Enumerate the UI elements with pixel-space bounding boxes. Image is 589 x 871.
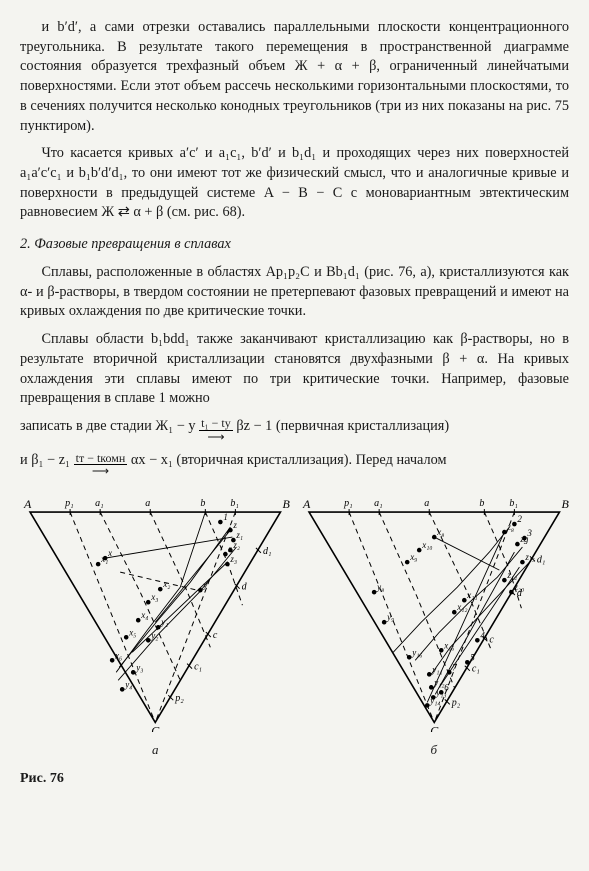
para-2: Что касается кривых a′c′ и a₁c₁, b′d′ и … [20, 144, 569, 223]
svg-text:b: b [200, 498, 205, 509]
figure-76b: ABCp₁a₁abb₁d₁dcc₁p₂x₈x₁₀x₉x₁₁x₁₂x₁₆y₈y₉y… [299, 492, 570, 759]
svg-text:a₁: a₁ [95, 498, 103, 509]
para-4c: и β₁ − z₁ tт − tкомн ⟶ αx − x₁ (вторична… [20, 451, 569, 477]
svg-text:x₁₁: x₁₁ [466, 590, 477, 600]
diagram-b: ABCp₁a₁abb₁d₁dcc₁p₂x₈x₁₀x₉x₁₁x₁₂x₁₆y₈y₉y… [299, 492, 570, 732]
svg-text:c: c [489, 634, 494, 645]
svg-text:p₂: p₂ [450, 697, 460, 708]
svg-text:7: 7 [452, 662, 457, 672]
svg-text:6: 6 [444, 682, 449, 692]
eq-frag-2: βz − 1 (первичная кристаллизация) [236, 418, 449, 434]
svg-text:x₆: x₆ [114, 650, 122, 660]
svg-text:p₂: p₂ [174, 693, 184, 704]
svg-text:y₁₆: y₁₆ [411, 647, 422, 657]
svg-text:a₁: a₁ [374, 498, 382, 509]
svg-text:z₃: z₃ [229, 554, 237, 564]
svg-text:z₂: z₂ [232, 540, 240, 550]
svg-text:1: 1 [223, 512, 227, 522]
svg-text:d₁: d₁ [263, 546, 271, 557]
svg-text:a: a [145, 498, 150, 509]
diagram-a: ABCp₁a₁abb₁d₁dcc₁p₂xx₁x₂x₃x₄x₅x₆yzzz₁z₂z… [20, 492, 291, 732]
svg-text:A: A [302, 497, 311, 511]
figure-76a: ABCp₁a₁abb₁d₁dcc₁p₂xx₁x₂x₃x₄x₅x₆yzzz₁z₂z… [20, 492, 291, 759]
svg-text:3: 3 [526, 528, 532, 538]
svg-text:y₂: y₂ [150, 630, 158, 640]
svg-text:y₁₂: y₁₂ [433, 677, 444, 687]
svg-text:y₁₄: y₁₄ [429, 695, 440, 705]
svg-text:z₁₂: z₁₂ [506, 570, 517, 580]
svg-text:d: d [242, 581, 248, 592]
eq-frag-4: αx − x₁ (вторичная кристаллизация). Пере… [131, 452, 447, 468]
para-3: Сплавы, расположенные в областях Ap₁p₂C … [20, 263, 569, 322]
figure-76a-label: a [20, 741, 291, 759]
svg-text:x₄: x₄ [140, 610, 148, 620]
svg-text:c₁: c₁ [194, 661, 202, 672]
svg-text:2: 2 [517, 514, 522, 524]
svg-text:x₁₀: x₁₀ [421, 540, 432, 550]
svg-text:5: 5 [470, 652, 475, 662]
svg-text:x₈: x₈ [436, 527, 444, 537]
figure-76: ABCp₁a₁abb₁d₁dcc₁p₂xx₁x₂x₃x₄x₅x₆yzzz₁z₂z… [20, 492, 569, 759]
figure-caption: Рис. 76 [20, 769, 569, 788]
svg-text:A: A [23, 497, 32, 511]
frac-1: t₁ − tу ⟶ [199, 417, 233, 443]
para-1: и b′d′, а сами отрезки оставались паралл… [20, 18, 569, 136]
svg-text:y₈: y₈ [376, 582, 384, 592]
svg-text:d₁: d₁ [536, 554, 544, 565]
svg-text:y₉: y₉ [386, 612, 394, 622]
svg-text:B: B [282, 497, 290, 511]
frac-2: tт − tкомн ⟶ [74, 452, 128, 478]
svg-text:y₁: y₁ [160, 617, 168, 627]
svg-text:b: b [479, 498, 484, 509]
svg-text:x₂: x₂ [162, 579, 170, 589]
svg-text:x₉: x₉ [409, 552, 417, 562]
eq-frag-1: записать в две стадии Ж₁ − y [20, 418, 196, 434]
svg-text:x₁₂: x₁₂ [456, 602, 467, 612]
svg-text:C: C [151, 723, 160, 732]
svg-text:x₁₆: x₁₆ [443, 640, 454, 650]
svg-text:z₁: z₁ [235, 530, 243, 540]
svg-text:y: y [202, 580, 207, 590]
svg-text:B: B [561, 497, 569, 511]
svg-text:c: c [213, 630, 218, 641]
svg-text:z₁₅: z₁₅ [524, 552, 535, 562]
svg-text:z₂₀: z₂₀ [513, 582, 524, 592]
svg-text:x₁: x₁ [100, 554, 108, 564]
svg-text:y₄: y₄ [124, 679, 132, 689]
para-4b: записать в две стадии Ж₁ − y t₁ − tу ⟶ β… [20, 417, 569, 443]
svg-text:x₃: x₃ [150, 592, 158, 602]
svg-text:y₁₁: y₁₁ [431, 664, 442, 674]
svg-text:p₁: p₁ [64, 498, 73, 509]
svg-text:b₁: b₁ [230, 498, 238, 509]
svg-text:b₁: b₁ [509, 498, 517, 509]
figure-76b-label: б [299, 741, 570, 759]
svg-text:z: z [232, 520, 237, 530]
svg-text:p₁: p₁ [343, 498, 352, 509]
svg-text:y₃: y₃ [135, 662, 143, 672]
section-title: 2. Фазовые превращения в сплавах [20, 235, 569, 255]
svg-text:4: 4 [480, 630, 485, 640]
para-4a: Сплавы области b₁bdd₁ также заканчивают … [20, 330, 569, 409]
svg-text:x₅: x₅ [128, 627, 136, 637]
svg-text:a: a [424, 498, 429, 509]
svg-text:c₁: c₁ [471, 663, 479, 674]
eq-frag-3: и β₁ − z₁ [20, 452, 70, 468]
svg-text:C: C [430, 723, 439, 732]
